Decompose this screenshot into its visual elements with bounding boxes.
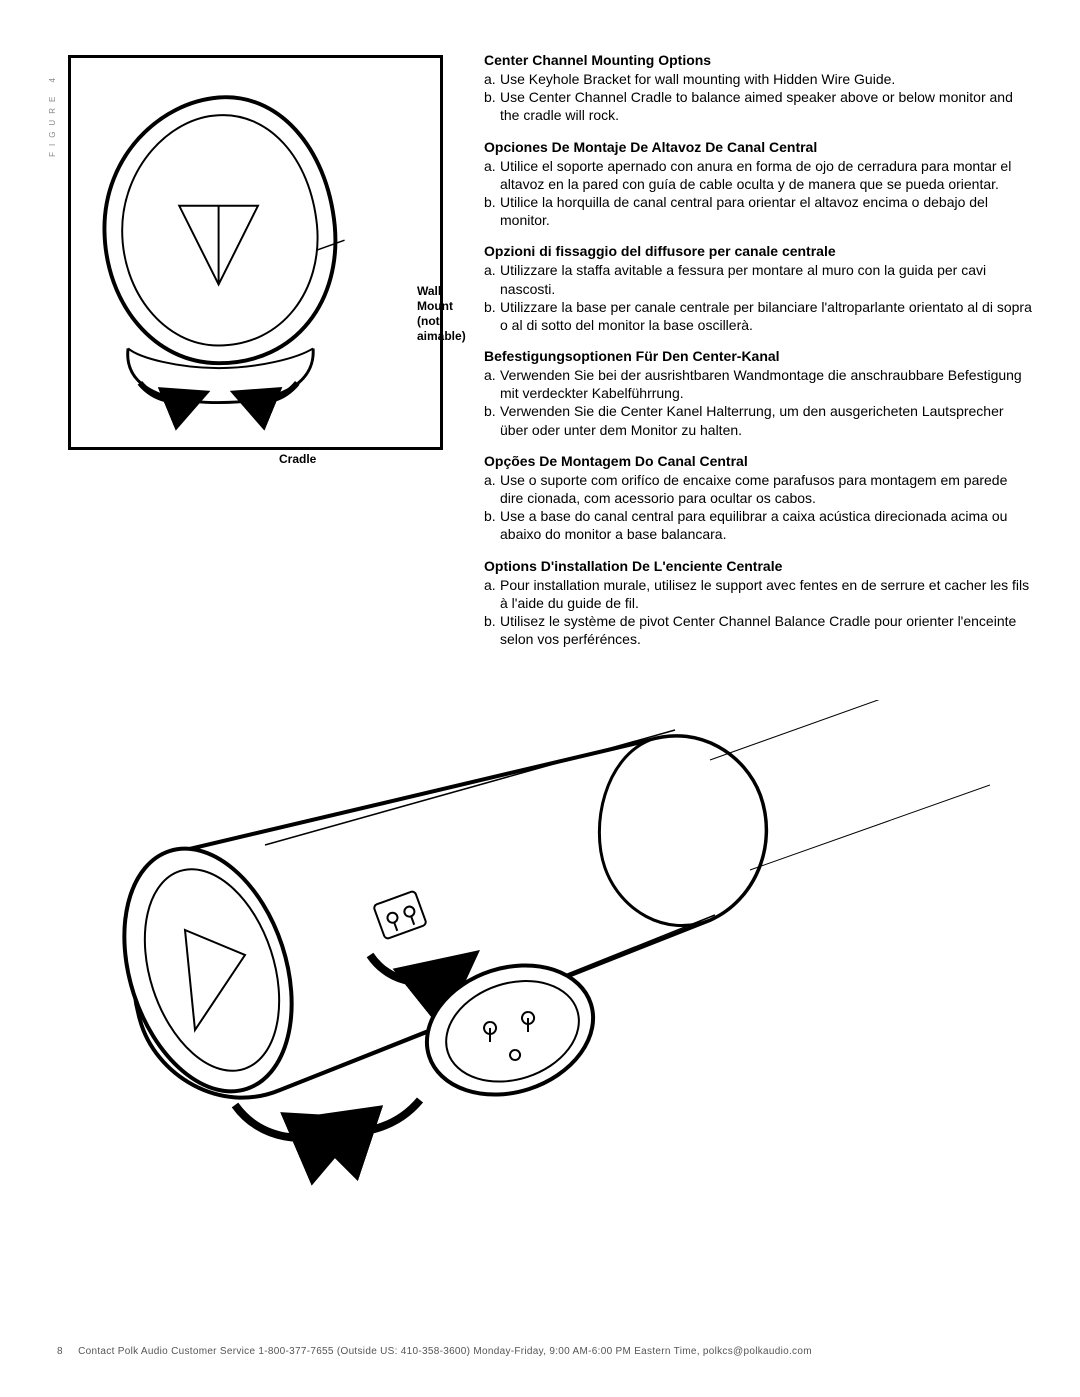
section-item: a.Utilizzare la staffa avitable a fessur… <box>484 261 1034 297</box>
item-bullet: b. <box>484 507 500 543</box>
section: Befestigungsoptionen Für Den Center-Kana… <box>484 348 1034 439</box>
section: Opciones De Montaje De Altavoz De Canal … <box>484 139 1034 230</box>
large-speaker-svg <box>90 700 990 1210</box>
figure-4-illustration <box>71 58 440 447</box>
footer-text: Contact Polk Audio Customer Service 1-80… <box>78 1346 812 1357</box>
page-footer: 8 Contact Polk Audio Customer Service 1-… <box>57 1346 1027 1357</box>
item-text: Verwenden Sie die Center Kanel Halterrun… <box>500 402 1034 438</box>
item-bullet: b. <box>484 402 500 438</box>
item-text: Verwenden Sie bei der ausrishtbaren Wand… <box>500 366 1034 402</box>
figure-4-box: Wall Mount (not aimable) Cradle <box>68 55 443 450</box>
section: Opzioni di fissaggio del diffusore per c… <box>484 243 1034 334</box>
section-item: a.Verwenden Sie bei der ausrishtbaren Wa… <box>484 366 1034 402</box>
item-bullet: a. <box>484 366 500 402</box>
item-bullet: b. <box>484 193 500 229</box>
item-text: Utilizzare la staffa avitable a fessura … <box>500 261 1034 297</box>
section: Center Channel Mounting Options a.Use Key… <box>484 52 1034 125</box>
item-text: Use Keyhole Bracket for wall mounting wi… <box>500 70 1034 88</box>
section-title: Center Channel Mounting Options <box>484 52 1034 68</box>
section-title: Opciones De Montaje De Altavoz De Canal … <box>484 139 1034 155</box>
section-item: b.Use Center Channel Cradle to balance a… <box>484 88 1034 124</box>
item-text: Pour installation murale, utilisez le su… <box>500 576 1034 612</box>
item-text: Utilice la horquilla de canal central pa… <box>500 193 1034 229</box>
section-body: a.Verwenden Sie bei der ausrishtbaren Wa… <box>484 366 1034 439</box>
item-text: Utilizzare la base per canale centrale p… <box>500 298 1034 334</box>
item-bullet: b. <box>484 88 500 124</box>
item-bullet: a. <box>484 70 500 88</box>
item-text: Use Center Channel Cradle to balance aim… <box>500 88 1034 124</box>
figure-label-wall-mount-line1: Wall Mount (not aimable) <box>417 284 466 343</box>
item-bullet: a. <box>484 157 500 193</box>
item-text: Utilisez le système de pivot Center Chan… <box>500 612 1034 648</box>
item-bullet: b. <box>484 298 500 334</box>
section-item: b.Utilisez le système de pivot Center Ch… <box>484 612 1034 648</box>
page-root: FIGURE 4 Wall Mount (not aimable) <box>0 0 1080 1397</box>
section-body: a.Pour installation murale, utilisez le … <box>484 576 1034 649</box>
section-body: a.Utilice el soporte apernado con anura … <box>484 157 1034 230</box>
section-item: b.Use a base do canal central para equil… <box>484 507 1034 543</box>
section-item: a.Use Keyhole Bracket for wall mounting … <box>484 70 1034 88</box>
figure-label-cradle: Cradle <box>279 452 316 466</box>
section-body: a.Utilizzare la staffa avitable a fessur… <box>484 261 1034 334</box>
item-bullet: a. <box>484 576 500 612</box>
item-bullet: b. <box>484 612 500 648</box>
item-text: Use o suporte com orifíco de encaixe com… <box>500 471 1034 507</box>
section-title: Opzioni di fissaggio del diffusore per c… <box>484 243 1034 259</box>
section-title: Options D'installation De L'enciente Cen… <box>484 558 1034 574</box>
item-text: Use a base do canal central para equilib… <box>500 507 1034 543</box>
section: Options D'installation De L'enciente Cen… <box>484 558 1034 649</box>
figure-tab-label: FIGURE 4 <box>48 72 57 157</box>
section-body: a.Use o suporte com orifíco de encaixe c… <box>484 471 1034 544</box>
section-title: Opções De Montagem Do Canal Central <box>484 453 1034 469</box>
section-body: a.Use Keyhole Bracket for wall mounting … <box>484 70 1034 125</box>
section-item: a.Pour installation murale, utilisez le … <box>484 576 1034 612</box>
item-bullet: a. <box>484 471 500 507</box>
section-item: b.Utilizzare la base per canale centrale… <box>484 298 1034 334</box>
item-bullet: a. <box>484 261 500 297</box>
figure-label-wall-mount: Wall Mount (not aimable) <box>417 284 466 344</box>
section-item: a.Utilice el soporte apernado con anura … <box>484 157 1034 193</box>
section: Opções De Montagem Do Canal Central a.Use… <box>484 453 1034 544</box>
section-item: a.Use o suporte com orifíco de encaixe c… <box>484 471 1034 507</box>
large-illustration <box>90 700 990 1210</box>
item-text: Utilice el soporte apernado con anura en… <box>500 157 1034 193</box>
section-item: b.Utilice la horquilla de canal central … <box>484 193 1034 229</box>
page-number: 8 <box>57 1346 75 1357</box>
section-title: Befestigungsoptionen Für Den Center-Kana… <box>484 348 1034 364</box>
section-item: b.Verwenden Sie die Center Kanel Halterr… <box>484 402 1034 438</box>
text-content: Center Channel Mounting Optionsa.Use Key… <box>484 52 1034 662</box>
